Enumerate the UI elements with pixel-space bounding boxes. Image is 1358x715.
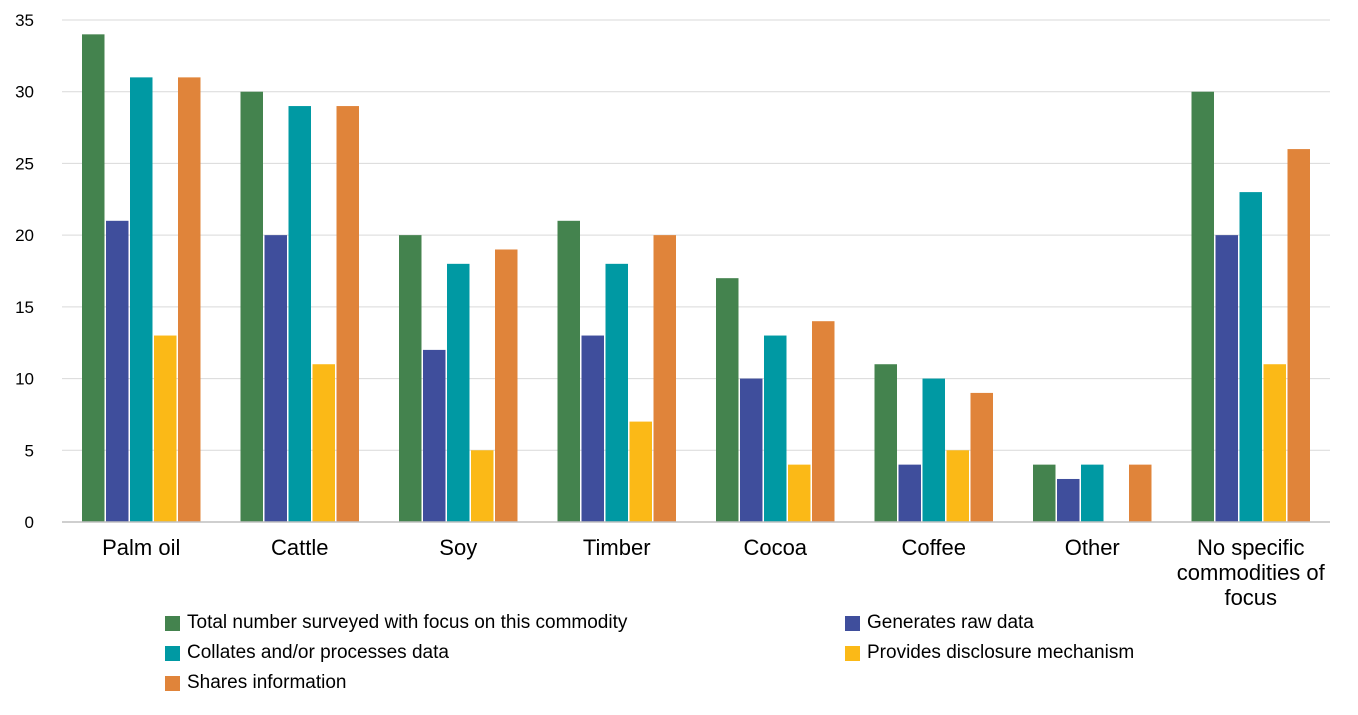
y-tick-label: 5 xyxy=(25,441,34,460)
bar xyxy=(946,450,969,522)
bar xyxy=(471,450,494,522)
bar xyxy=(970,392,993,522)
bar xyxy=(178,77,201,523)
bar xyxy=(557,220,580,523)
bar xyxy=(1057,478,1080,522)
bar xyxy=(898,464,921,522)
bar xyxy=(812,321,835,522)
bar xyxy=(653,235,676,522)
legend-label: Total number surveyed with focus on this… xyxy=(187,612,628,633)
x-category-label: Palm oil xyxy=(102,535,180,560)
bar xyxy=(288,106,311,522)
bar xyxy=(399,235,422,522)
bar xyxy=(629,421,652,522)
x-category-label: No specific xyxy=(1197,535,1305,560)
bar xyxy=(874,364,897,522)
legend-item: Total number surveyed with focus on this… xyxy=(165,612,627,634)
legend-item: Provides disclosure mechanism xyxy=(845,642,1134,664)
x-category-label: Timber xyxy=(583,535,651,560)
y-tick-label: 15 xyxy=(15,298,34,317)
bar xyxy=(154,335,177,522)
bar xyxy=(716,278,739,522)
bar xyxy=(1215,235,1238,522)
bar xyxy=(1239,192,1262,523)
bar xyxy=(130,77,153,523)
bar xyxy=(922,378,945,522)
legend-label: Provides disclosure mechanism xyxy=(867,642,1135,663)
x-category-label: Coffee xyxy=(902,535,966,560)
bar xyxy=(240,91,263,523)
bar xyxy=(106,220,129,523)
bar xyxy=(1263,364,1286,522)
bars xyxy=(82,34,1310,523)
legend-swatch xyxy=(165,675,180,691)
bar xyxy=(423,349,446,522)
bar xyxy=(336,106,359,522)
x-category-label: focus xyxy=(1224,585,1277,610)
bar xyxy=(312,364,335,522)
x-category-label: Soy xyxy=(439,535,477,560)
bar xyxy=(1191,91,1214,523)
bar xyxy=(1287,149,1310,522)
legend-swatch xyxy=(845,645,860,661)
y-tick-label: 10 xyxy=(15,370,34,389)
bar xyxy=(1033,464,1056,522)
y-tick-label: 35 xyxy=(15,11,34,30)
legend-swatch xyxy=(165,615,180,631)
bar xyxy=(495,249,518,523)
bar xyxy=(264,235,287,522)
bar xyxy=(447,263,470,522)
legend-item: Generates raw data xyxy=(845,612,1034,634)
x-category-label: commodities of xyxy=(1177,560,1326,585)
bar xyxy=(1129,464,1152,522)
y-tick-label: 0 xyxy=(25,513,34,532)
bar-chart: 0 5 10 15 20 25 30 35 Palm oil Cattle Soy Timber Co… xyxy=(15,11,1330,610)
legend-swatch xyxy=(165,645,180,661)
x-category-label: Cattle xyxy=(271,535,328,560)
bar xyxy=(740,378,763,522)
legend-label: Shares information xyxy=(187,672,347,693)
legend-item: Collates and/or processes data xyxy=(165,642,449,664)
bar xyxy=(788,464,811,522)
bar xyxy=(82,34,105,523)
legend-label: Generates raw data xyxy=(867,612,1034,633)
y-tick-label: 30 xyxy=(15,83,34,102)
y-tick-label: 20 xyxy=(15,226,34,245)
bar xyxy=(764,335,787,522)
bar xyxy=(1081,464,1104,522)
legend-item: Shares information xyxy=(165,672,346,694)
legend-swatch xyxy=(845,615,860,631)
x-category-label: Other xyxy=(1065,535,1120,560)
x-axis-category-labels: Palm oil Cattle Soy Timber Cocoa Coffee Other N… xyxy=(102,535,1325,610)
bar xyxy=(605,263,628,522)
legend-label: Collates and/or processes data xyxy=(187,642,449,663)
bar xyxy=(581,335,604,522)
y-axis-tick-labels: 0 5 10 15 20 25 30 35 xyxy=(15,11,34,532)
x-category-label: Cocoa xyxy=(743,535,807,560)
y-tick-label: 25 xyxy=(15,154,34,173)
